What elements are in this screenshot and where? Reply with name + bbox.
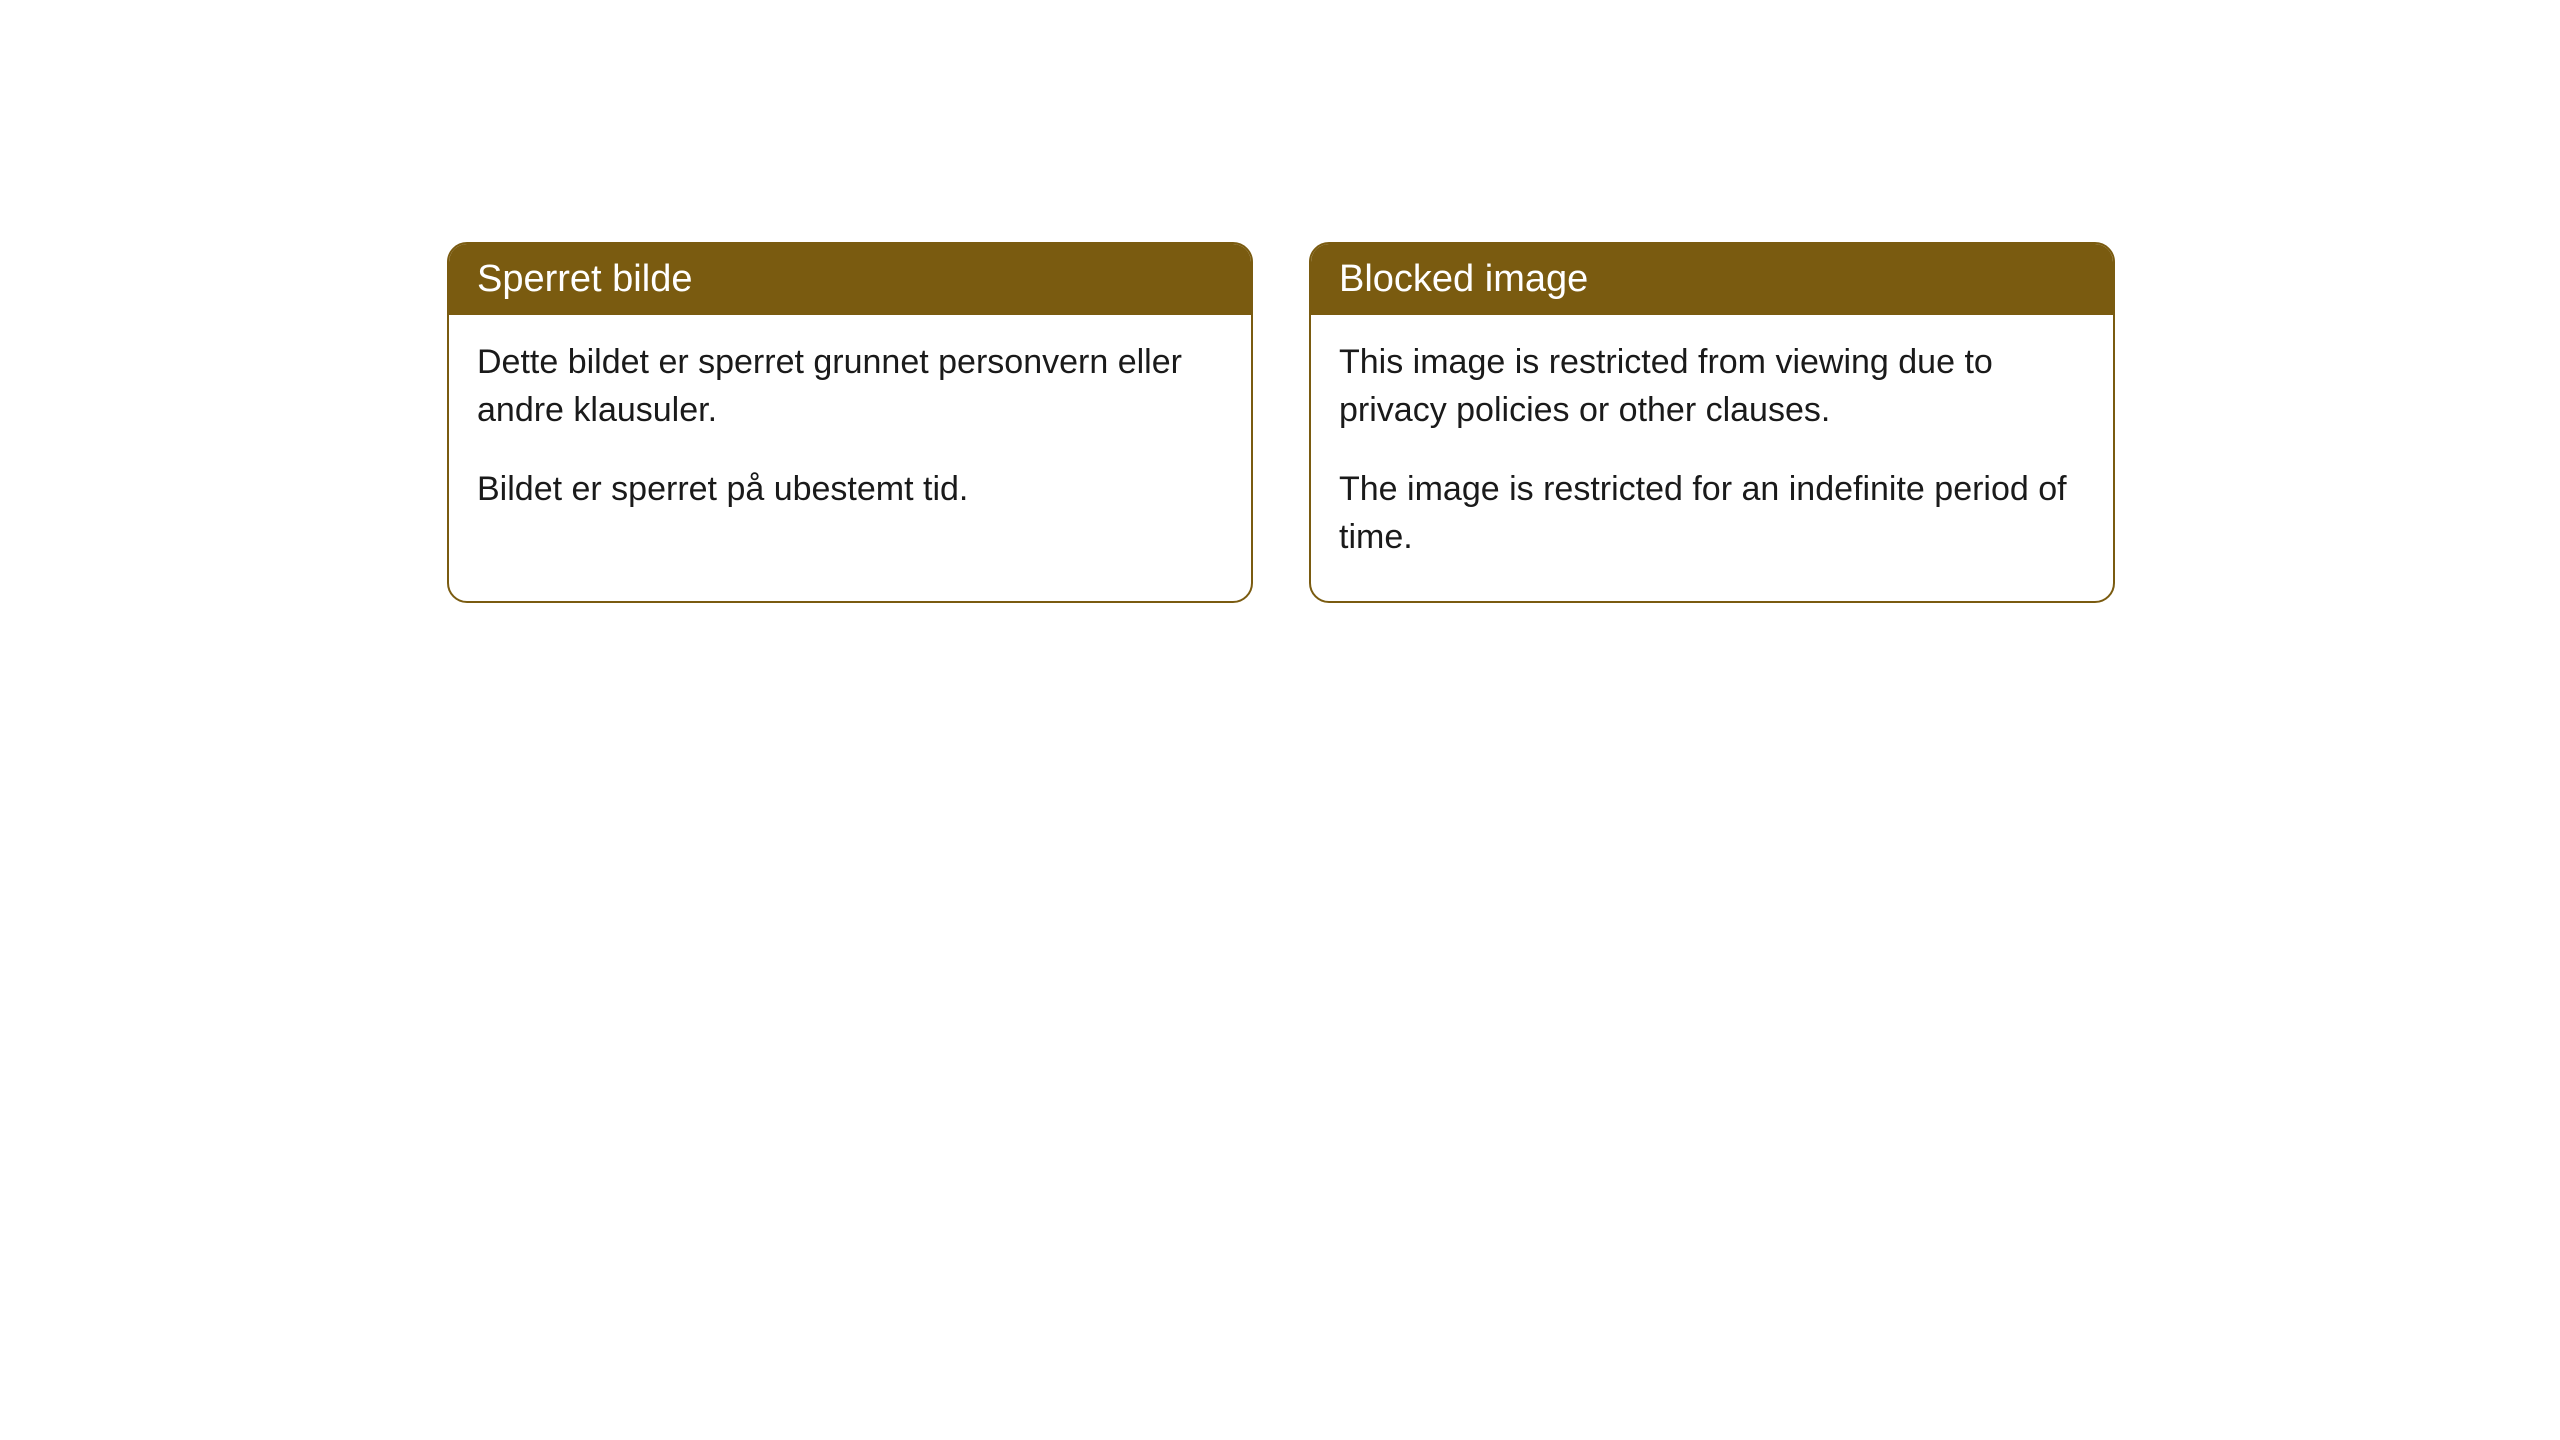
notice-container: Sperret bilde Dette bildet er sperret gr…	[0, 0, 2560, 603]
card-header: Sperret bilde	[449, 244, 1251, 315]
card-paragraph: This image is restricted from viewing du…	[1339, 339, 2085, 434]
blocked-image-card-no: Sperret bilde Dette bildet er sperret gr…	[447, 242, 1253, 603]
card-header: Blocked image	[1311, 244, 2113, 315]
card-body: This image is restricted from viewing du…	[1311, 315, 2113, 601]
card-paragraph: Dette bildet er sperret grunnet personve…	[477, 339, 1223, 434]
card-paragraph: Bildet er sperret på ubestemt tid.	[477, 466, 1223, 514]
card-body: Dette bildet er sperret grunnet personve…	[449, 315, 1251, 554]
card-paragraph: The image is restricted for an indefinit…	[1339, 466, 2085, 561]
blocked-image-card-en: Blocked image This image is restricted f…	[1309, 242, 2115, 603]
